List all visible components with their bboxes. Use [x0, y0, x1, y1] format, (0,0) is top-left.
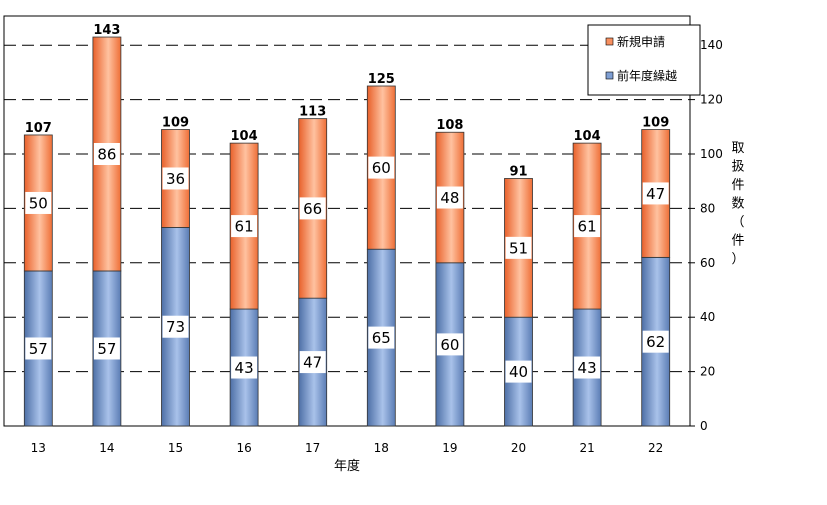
bar-value-bg-14-0	[93, 337, 120, 360]
y-axis-title-char-0: 取	[731, 141, 744, 156]
bar-value-bg-13-1	[25, 191, 52, 214]
bar-total-label-18: 125	[368, 72, 395, 87]
bar-total-label-22: 109	[642, 116, 669, 131]
bar-value-bg-18-1	[368, 156, 395, 179]
x-tick-label-16: 16	[236, 441, 251, 455]
bar-value-label-19-new-application: 48	[440, 189, 459, 207]
bar-total-label-15: 109	[162, 116, 189, 131]
legend-box	[587, 24, 701, 96]
y-tick-label-60: 60	[700, 256, 715, 270]
bar-total-label-17: 113	[299, 105, 326, 120]
bar-value-label-22-carryover: 62	[646, 333, 665, 351]
bar-value-label-15-new-application: 36	[166, 170, 185, 188]
bar-value-bg-17-1	[299, 197, 326, 220]
bar-value-bg-19-1	[436, 186, 463, 209]
y-axis-title-char-5: 件	[731, 234, 744, 249]
bar-value-label-16-new-application: 61	[235, 218, 254, 236]
bar-value-label-18-carryover: 65	[372, 329, 391, 347]
legend-label-carryover: 前年度繰越	[617, 68, 677, 83]
bar-value-label-14-new-application: 86	[97, 146, 116, 164]
y-axis-title-char-2: 件	[731, 178, 744, 193]
y-axis-title-char-4: （	[731, 215, 744, 230]
bar-value-label-21-carryover: 43	[578, 359, 597, 377]
bar-value-bg-18-0	[368, 326, 395, 349]
bar-labels: 57 50 107 57 86 143 73 36 109 43 61 104 47 66 113 65 60 1…	[25, 23, 669, 383]
bar-value-label-20-carryover: 40	[509, 363, 528, 381]
bar-value-bg-19-0	[436, 333, 463, 356]
bar-value-label-20-new-application: 51	[509, 239, 528, 257]
bar-value-bg-14-1	[93, 143, 120, 165]
y-tick-label-20: 20	[700, 365, 715, 379]
bar-value-bg-16-0	[231, 356, 258, 379]
bar-total-label-16: 104	[231, 129, 258, 144]
bar-total-label-20: 91	[509, 164, 527, 179]
bar-value-bg-20-1	[505, 236, 532, 259]
x-tick-label-13: 13	[31, 441, 46, 455]
bar-value-label-15-carryover: 73	[166, 318, 185, 336]
legend-label-new-application: 新規申請	[617, 34, 665, 49]
bar-value-bg-15-1	[162, 167, 189, 190]
y-axis-title-char-1: 扱	[731, 160, 744, 175]
legend-swatch-new-application	[605, 37, 614, 46]
bar-value-bg-17-0	[299, 351, 326, 374]
x-tick-label-21: 21	[579, 441, 594, 455]
bar-value-bg-13-0	[25, 337, 52, 360]
y-axis: 0 20 40 60 80 100 120 140	[690, 38, 723, 433]
bar-value-bg-21-1	[574, 215, 601, 238]
bar-total-label-21: 104	[574, 129, 601, 144]
y-tick-label-100: 100	[700, 147, 723, 161]
x-axis: 13 14 15 16 17 18 19 20 21 22	[31, 441, 664, 455]
bar-value-bg-22-1	[642, 182, 669, 205]
bar-total-label-13: 107	[25, 121, 52, 136]
x-tick-label-17: 17	[305, 441, 320, 455]
y-tick-label-0: 0	[700, 419, 708, 433]
x-tick-label-14: 14	[99, 441, 114, 455]
bar-value-label-13-carryover: 57	[29, 340, 48, 358]
bar-value-bg-22-0	[642, 330, 669, 353]
x-tick-label-15: 15	[168, 441, 183, 455]
bar-value-bg-21-0	[574, 356, 601, 379]
x-tick-label-19: 19	[442, 441, 457, 455]
y-tick-label-140: 140	[700, 38, 723, 52]
bar-value-bg-15-0	[162, 315, 189, 338]
y-tick-label-40: 40	[700, 310, 715, 324]
bar-value-label-21-new-application: 61	[578, 218, 597, 236]
x-tick-label-22: 22	[648, 441, 663, 455]
legend: 新規申請 前年度繰越	[587, 24, 701, 96]
bar-value-label-16-carryover: 43	[235, 359, 254, 377]
bar-value-label-19-carryover: 60	[440, 336, 459, 354]
bar-value-label-22-new-application: 47	[646, 185, 665, 203]
y-tick-label-80: 80	[700, 201, 715, 215]
bar-value-bg-20-0	[505, 360, 532, 383]
bar-total-label-19: 108	[436, 118, 463, 133]
x-tick-label-20: 20	[511, 441, 526, 455]
bar-value-bg-16-1	[231, 215, 258, 238]
bar-value-label-14-carryover: 57	[97, 340, 116, 358]
bar-value-label-17-new-application: 66	[303, 200, 322, 218]
bar-value-label-13-new-application: 50	[29, 194, 48, 212]
x-axis-title: 年度	[334, 458, 360, 474]
legend-swatch-carryover	[605, 71, 614, 80]
y-axis-title-char-6: ）	[731, 252, 744, 267]
bar-value-label-17-carryover: 47	[303, 354, 322, 372]
bar-total-label-14: 143	[93, 23, 120, 38]
y-axis-title-char-3: 数	[731, 197, 744, 212]
bar-value-label-18-new-application: 60	[372, 159, 391, 177]
y-tick-label-120: 120	[700, 93, 723, 107]
x-tick-label-18: 18	[374, 441, 389, 455]
